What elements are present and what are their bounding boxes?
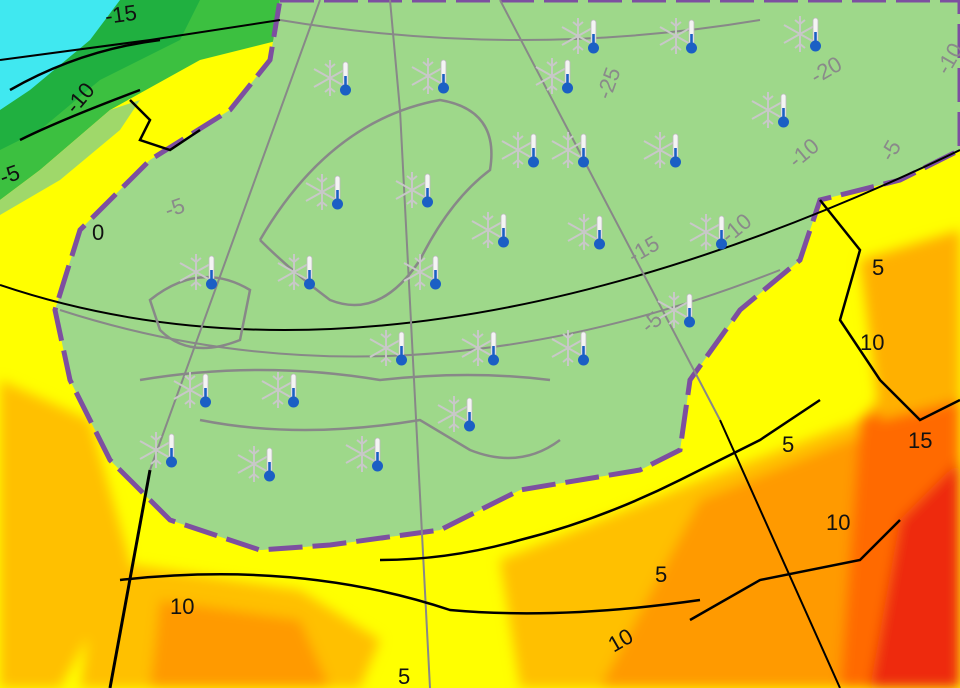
contour-label: 0 bbox=[92, 220, 104, 245]
contour-label: 15 bbox=[908, 428, 932, 453]
country-borders bbox=[9, 38, 960, 622]
contour-label: 10 bbox=[170, 594, 194, 619]
contour-label: 5 bbox=[872, 255, 884, 280]
contour-label: 10 bbox=[826, 510, 850, 535]
contour-label: 10 bbox=[860, 330, 884, 355]
contour-label: 5 bbox=[782, 432, 794, 457]
contour-label: 5 bbox=[655, 562, 667, 587]
contour-label: 5 bbox=[398, 664, 410, 688]
contour-label: -15 bbox=[103, 0, 138, 29]
